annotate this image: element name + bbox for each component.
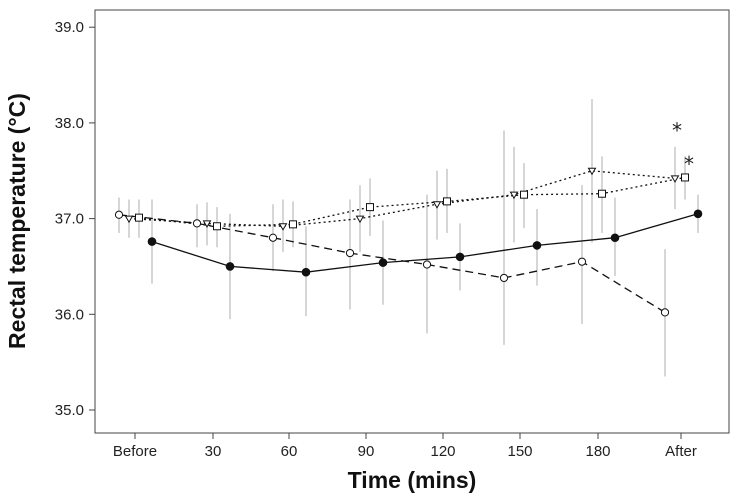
data-point	[278, 223, 288, 231]
data-point	[610, 233, 620, 243]
data-point	[693, 209, 703, 219]
data-point	[443, 197, 451, 206]
x-tick-label: 180	[585, 443, 610, 460]
data-point	[289, 220, 297, 229]
significance-star: *	[684, 152, 694, 176]
data-point	[366, 203, 374, 212]
y-tick-label: 38.0	[55, 115, 84, 132]
series-line	[151, 213, 699, 273]
series-lines	[118, 170, 699, 313]
y-tick-label: 36.0	[55, 306, 84, 323]
x-axis: Before 30 60 90 120 150 180 After	[113, 433, 697, 460]
significance-star: *	[672, 119, 682, 143]
data-point	[135, 213, 143, 222]
plot-frame	[94, 9, 730, 434]
data-point	[577, 257, 587, 266]
data-point	[681, 173, 689, 182]
series-line	[138, 176, 686, 227]
x-tick-label: 120	[430, 443, 455, 460]
x-axis-title: Time (mins)	[348, 467, 477, 493]
data-point	[355, 215, 365, 224]
data-point	[114, 210, 124, 219]
data-point	[225, 262, 235, 271]
data-point	[213, 222, 221, 231]
data-point	[598, 189, 606, 198]
data-point	[345, 248, 355, 258]
data-point	[202, 220, 212, 228]
series-line	[128, 170, 676, 227]
y-axis-title: Rectal temperature (°C)	[4, 93, 30, 349]
annotations: **	[672, 119, 694, 176]
y-tick-label: 39.0	[55, 19, 84, 36]
x-tick-label: 60	[281, 443, 298, 460]
data-point	[432, 201, 442, 209]
x-tick-label: 150	[507, 443, 532, 460]
data-point	[301, 267, 311, 277]
data-point	[192, 219, 202, 228]
x-tick-label: Before	[113, 443, 157, 460]
x-tick-label: After	[665, 443, 697, 460]
data-point	[147, 237, 157, 246]
data-point	[520, 190, 528, 199]
series-markers	[114, 167, 703, 317]
data-point	[587, 167, 597, 176]
y-tick-label: 35.0	[55, 402, 84, 419]
data-point	[499, 273, 509, 283]
x-tick-label: 90	[358, 443, 375, 460]
x-tick-label: 30	[205, 443, 222, 460]
data-point	[422, 260, 432, 269]
data-point	[455, 252, 465, 262]
data-point	[509, 191, 519, 200]
data-point	[378, 258, 388, 267]
data-point	[124, 215, 134, 224]
data-point	[268, 233, 278, 242]
y-axis: 35.0 36.0 37.0 38.0 39.0	[55, 19, 95, 419]
data-point	[660, 308, 670, 317]
data-point	[670, 175, 680, 183]
y-tick-label: 37.0	[55, 211, 84, 228]
data-point	[532, 241, 542, 250]
